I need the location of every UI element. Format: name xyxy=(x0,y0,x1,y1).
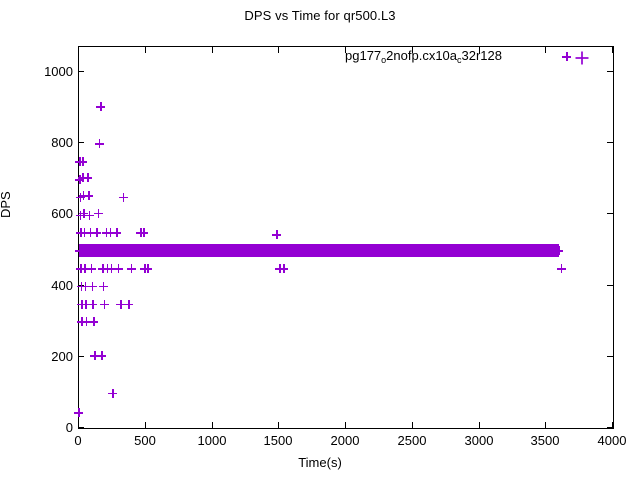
x-tick-mark-top xyxy=(479,47,480,53)
legend-plus-marker-icon xyxy=(575,51,589,65)
y-tick-mark xyxy=(78,427,84,428)
x-tick-mark xyxy=(78,422,79,428)
x-tick-label: 1500 xyxy=(263,433,293,448)
plot-area-frame xyxy=(78,46,614,429)
x-tick-mark-top xyxy=(545,47,546,53)
x-tick-label: 1000 xyxy=(197,433,227,448)
x-tick-mark xyxy=(278,422,279,428)
y-tick-mark xyxy=(78,213,84,214)
y-tick-mark-right xyxy=(607,356,613,357)
y-tick-mark-right xyxy=(607,71,613,72)
x-tick-mark-top xyxy=(212,47,213,53)
x-tick-mark-top xyxy=(278,47,279,53)
y-tick-label: 1000 xyxy=(44,64,73,79)
y-tick-label: 0 xyxy=(65,420,73,435)
y-axis-title: DPS xyxy=(0,191,13,218)
legend-entry-label: pg177o2nofp.cx10ac32r128 xyxy=(345,48,502,65)
y-tick-mark-right xyxy=(607,142,613,143)
x-tick-mark xyxy=(412,422,413,428)
y-tick-mark xyxy=(78,71,84,72)
x-tick-mark xyxy=(145,422,146,428)
y-tick-label: 400 xyxy=(51,278,73,293)
x-tick-label: 2000 xyxy=(330,433,360,448)
x-tick-mark-top xyxy=(345,47,346,53)
y-tick-mark xyxy=(78,142,84,143)
x-tick-label: 0 xyxy=(74,433,82,448)
x-tick-mark xyxy=(612,422,613,428)
x-tick-label: 500 xyxy=(134,433,156,448)
x-tick-mark xyxy=(212,422,213,428)
y-tick-mark-right xyxy=(607,285,613,286)
page-title: DPS vs Time for qr500.L3 xyxy=(244,8,396,23)
x-tick-label: 3500 xyxy=(530,433,560,448)
x-tick-label: 2500 xyxy=(397,433,427,448)
legend: pg177o2nofp.cx10ac32r128 xyxy=(345,47,589,69)
x-tick-mark xyxy=(479,422,480,428)
x-tick-mark-top xyxy=(612,47,613,53)
y-tick-label: 600 xyxy=(51,206,73,221)
x-axis-title: Time(s) xyxy=(298,455,342,470)
y-tick-mark xyxy=(78,285,84,286)
y-tick-mark xyxy=(78,356,84,357)
y-tick-label: 800 xyxy=(51,135,73,150)
x-tick-label: 4000 xyxy=(597,433,627,448)
y-tick-mark-right xyxy=(607,427,613,428)
y-tick-mark-right xyxy=(607,213,613,214)
x-tick-label: 3000 xyxy=(464,433,494,448)
y-tick-label: 200 xyxy=(51,349,73,364)
x-tick-mark-top xyxy=(78,47,79,53)
x-tick-mark xyxy=(545,422,546,428)
x-tick-mark-top xyxy=(145,47,146,53)
x-tick-mark xyxy=(345,422,346,428)
x-tick-mark-top xyxy=(412,47,413,53)
